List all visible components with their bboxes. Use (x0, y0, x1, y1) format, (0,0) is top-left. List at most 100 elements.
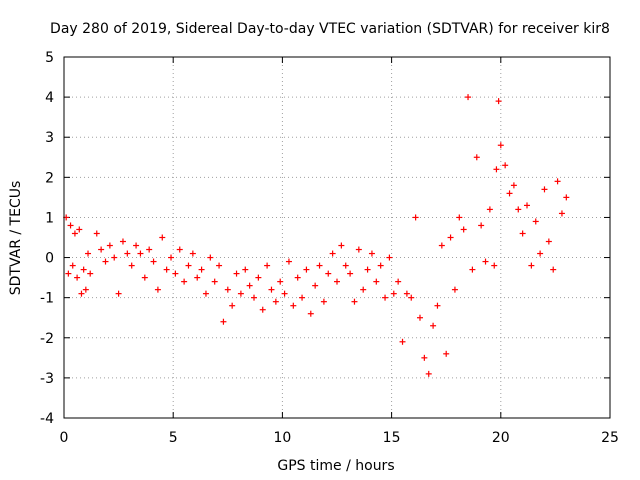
data-point (119, 238, 126, 245)
data-point (421, 354, 428, 361)
data-point (189, 250, 196, 257)
data-point (259, 306, 266, 313)
x-tick-label: 15 (383, 430, 401, 446)
data-point (416, 314, 423, 321)
x-tick-label: 0 (60, 430, 69, 446)
data-point (473, 154, 480, 161)
data-point (80, 266, 87, 273)
data-point (320, 298, 327, 305)
data-point (316, 262, 323, 269)
data-point (211, 278, 218, 285)
data-point (141, 274, 148, 281)
data-point (355, 246, 362, 253)
data-point (111, 254, 118, 261)
data-point (176, 246, 183, 253)
data-point (412, 214, 419, 221)
data-point (456, 214, 463, 221)
y-tick-label: -1 (40, 291, 54, 307)
data-point (85, 250, 92, 257)
data-point (519, 230, 526, 237)
grid-lines (64, 57, 610, 418)
data-point (482, 258, 489, 265)
x-tick-label: 5 (169, 430, 178, 446)
data-point (281, 290, 288, 297)
data-point (438, 242, 445, 249)
plot-frame (63, 56, 611, 419)
data-point (290, 302, 297, 309)
data-point (532, 218, 539, 225)
data-point (478, 222, 485, 229)
data-point (368, 250, 375, 257)
data-point (399, 338, 406, 345)
data-point (502, 162, 509, 169)
data-point (430, 322, 437, 329)
data-point (325, 270, 332, 277)
data-point (168, 254, 175, 261)
y-tick-label: 0 (45, 251, 54, 267)
y-tick-label: 3 (45, 130, 54, 146)
data-point (495, 98, 502, 105)
data-point (255, 274, 262, 281)
data-point (386, 254, 393, 261)
data-point (229, 302, 236, 309)
data-point (329, 250, 336, 257)
data-point (545, 238, 552, 245)
data-point (307, 310, 314, 317)
chart-title: Day 280 of 2019, Sidereal Day-to-day VTE… (50, 21, 610, 37)
y-tick-label: 5 (45, 50, 54, 66)
data-point (465, 94, 472, 101)
data-point (224, 286, 231, 293)
data-point (87, 270, 94, 277)
data-point (268, 286, 275, 293)
data-point (133, 242, 140, 249)
y-axis-label: SDTVAR / TECUs (8, 181, 24, 296)
axis-ticks: 0 5 10 15 20 25 -4 -3 -2 -1 0 1 2 3 4 5 (40, 50, 619, 446)
data-point (493, 166, 500, 173)
data-point (403, 290, 410, 297)
data-point (528, 262, 535, 269)
y-tick-label: -3 (40, 371, 54, 387)
data-point (216, 262, 223, 269)
data-point (360, 286, 367, 293)
data-point (233, 270, 240, 277)
x-tick-label: 10 (273, 430, 291, 446)
x-tick-label: 25 (601, 430, 619, 446)
data-point (285, 258, 292, 265)
data-point (277, 278, 284, 285)
data-points (63, 94, 570, 377)
data-point (185, 262, 192, 269)
data-point (294, 274, 301, 281)
data-point (497, 142, 504, 149)
data-point (299, 294, 306, 301)
data-point (163, 266, 170, 273)
data-point (172, 270, 179, 277)
data-point (347, 270, 354, 277)
data-point (124, 250, 131, 257)
y-tick-label: 4 (45, 90, 54, 106)
data-point (460, 226, 467, 233)
data-point (65, 270, 72, 277)
data-point (558, 210, 565, 217)
data-point (237, 290, 244, 297)
data-point (506, 190, 513, 197)
data-point (181, 278, 188, 285)
data-point (102, 258, 109, 265)
data-point (93, 230, 100, 237)
data-point (128, 262, 135, 269)
data-point (115, 290, 122, 297)
y-tick-label: 1 (45, 210, 54, 226)
data-point (395, 278, 402, 285)
data-point (207, 254, 214, 261)
data-point (194, 274, 201, 281)
data-point (434, 302, 441, 309)
y-tick-label: 2 (45, 170, 54, 186)
data-point (303, 266, 310, 273)
data-point (98, 246, 105, 253)
y-tick-label: -4 (40, 411, 54, 427)
data-point (251, 294, 258, 301)
data-point (408, 294, 415, 301)
x-tick-label: 20 (492, 430, 510, 446)
data-point (154, 286, 161, 293)
data-point (159, 234, 166, 241)
